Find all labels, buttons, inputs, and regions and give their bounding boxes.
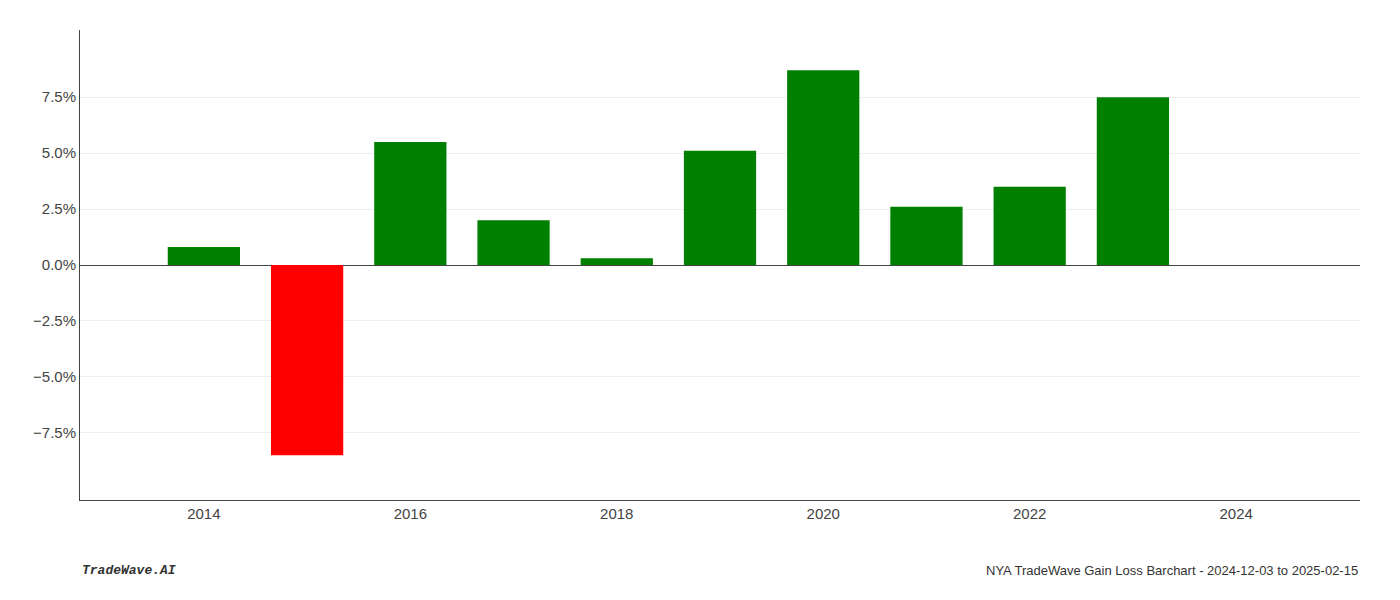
svg-text:0.0%: 0.0% — [42, 256, 76, 273]
svg-text:2018: 2018 — [600, 505, 633, 522]
svg-text:TradeWave.AI: TradeWave.AI — [82, 563, 176, 578]
svg-text:−5.0%: −5.0% — [33, 368, 76, 385]
svg-text:−2.5%: −2.5% — [33, 312, 76, 329]
svg-text:2024: 2024 — [1219, 505, 1252, 522]
svg-text:2022: 2022 — [1013, 505, 1046, 522]
svg-text:2014: 2014 — [187, 505, 220, 522]
svg-text:2016: 2016 — [394, 505, 427, 522]
svg-text:2.5%: 2.5% — [42, 200, 76, 217]
svg-text:7.5%: 7.5% — [42, 88, 76, 105]
svg-text:2020: 2020 — [807, 505, 840, 522]
svg-text:5.0%: 5.0% — [42, 144, 76, 161]
svg-text:NYA TradeWave Gain Loss Barcha: NYA TradeWave Gain Loss Barchart - 2024-… — [986, 563, 1358, 578]
svg-text:−7.5%: −7.5% — [33, 424, 76, 441]
